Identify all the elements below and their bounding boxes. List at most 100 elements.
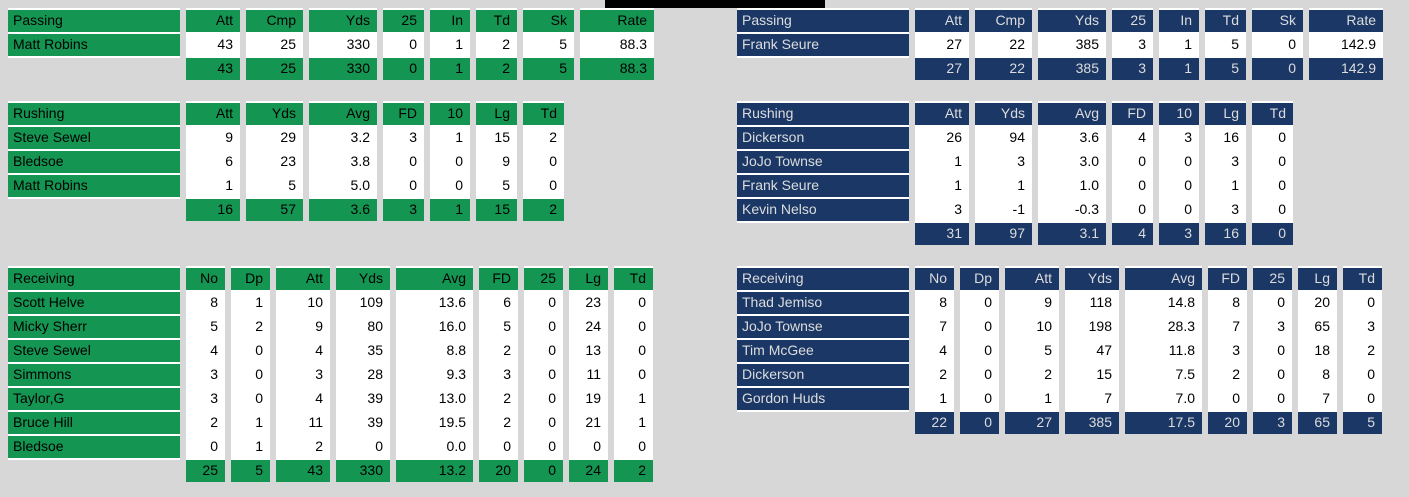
stat-value-cell: 39 [336,410,390,434]
total-value-cell: 1 [430,56,470,80]
stat-value-cell: 0 [231,386,270,410]
totals-spacer [737,221,909,245]
stat-value-cell: 19.5 [396,410,473,434]
column-header-lg: Lg [1298,266,1337,290]
passing-table-label: Passing [8,8,180,32]
stat-value-cell: 0 [479,434,518,458]
stat-value-cell: 0 [960,338,999,362]
stat-value-cell: 5 [1205,32,1246,56]
total-value-cell: 25 [246,56,303,80]
player-row: JoJo Townse 7 0 10 198 28.3 7 3 65 3 [737,314,1382,338]
stat-value-cell: 4 [186,338,225,362]
player-row: Taylor,G 3 0 4 39 13.0 2 0 19 1 [8,386,653,410]
stat-value-cell: 15 [1065,362,1119,386]
stat-value-cell: 3 [1112,32,1153,56]
stat-value-cell: 5 [523,32,574,56]
column-header-avg: Avg [1125,266,1202,290]
player-row: Bledsoe 6 23 3.8 0 0 9 0 [8,149,564,173]
stat-value-cell: 1 [430,125,470,149]
total-value-cell: 22 [915,410,954,434]
stat-value-cell: 1 [231,290,270,314]
player-name-cell: JoJo Townse [737,314,909,338]
stat-value-cell: 13.6 [396,290,473,314]
player-row: Dickerson 2 0 2 15 7.5 2 0 8 0 [737,362,1382,386]
total-value-cell: 2 [614,458,653,482]
stat-value-cell: 0 [960,362,999,386]
column-header-sk: Sk [1252,8,1303,32]
column-header-25: 25 [383,8,424,32]
stat-value-cell: 7 [1298,386,1337,410]
passing-table-right: Passing Att Cmp Yds 25 In Td Sk Rate Frank Seure 2… [737,8,1383,80]
stat-value-cell: 3 [276,362,330,386]
column-header-25: 25 [1253,266,1292,290]
column-header-yds: Yds [246,101,303,125]
stat-value-cell: 0 [523,173,564,197]
column-header-cmp: Cmp [975,8,1032,32]
total-value-cell: 65 [1298,410,1337,434]
stat-value-cell: 0 [524,386,563,410]
stat-value-cell: 0 [1343,362,1382,386]
column-header-td: Td [1343,266,1382,290]
stat-value-cell: 0 [614,434,653,458]
player-row: Frank Seure 1 1 1.0 0 0 1 0 [737,173,1293,197]
stat-value-cell: 5 [476,173,517,197]
totals-row: 27 22 385 3 1 5 0 142.9 [737,56,1383,80]
stat-value-cell: 0 [1343,290,1382,314]
rushing-header-row: Rushing Att Yds Avg FD 10 Lg Td [737,101,1293,125]
stat-value-cell: 11 [276,410,330,434]
receiving-table-label: Receiving [8,266,180,290]
stat-value-cell: 9 [476,149,517,173]
stat-value-cell: 1 [614,410,653,434]
stat-value-cell: 0 [1208,386,1247,410]
stat-value-cell: 0 [383,149,424,173]
stat-value-cell: 385 [1038,32,1106,56]
stat-value-cell: 88.3 [580,32,654,56]
stat-value-cell: 3 [1205,149,1246,173]
stat-value-cell: 0 [1112,173,1153,197]
total-value-cell: 24 [569,458,608,482]
stat-value-cell: 27 [915,32,969,56]
total-value-cell: 20 [1208,410,1247,434]
player-name-cell: Taylor,G [8,386,180,410]
receiving-header-row: Receiving No Dp Att Yds Avg FD 25 Lg Td [737,266,1382,290]
stat-value-cell: 8.8 [396,338,473,362]
stat-value-cell: 65 [1298,314,1337,338]
stat-value-cell: 2 [479,338,518,362]
passing-header-row: Passing Att Cmp Yds 25 In Td Sk Rate [8,8,654,32]
stat-value-cell: 5 [246,173,303,197]
column-header-10: 10 [430,101,470,125]
column-header-yds: Yds [975,101,1032,125]
total-value-cell: 27 [915,56,969,80]
stat-value-cell: -0.3 [1038,197,1106,221]
stat-value-cell: 3 [1205,197,1246,221]
player-row: Frank Seure 27 22 385 3 1 5 0 142.9 [737,32,1383,56]
stat-value-cell: 22 [975,32,1032,56]
total-value-cell: 5 [231,458,270,482]
column-header-no: No [915,266,954,290]
total-value-cell: 5 [523,56,574,80]
stat-value-cell: 35 [336,338,390,362]
column-header-dp: Dp [231,266,270,290]
total-value-cell: 2 [523,197,564,221]
total-value-cell: 4 [1112,221,1153,245]
column-header-td: Td [1205,8,1246,32]
column-header-yds: Yds [336,266,390,290]
column-header-avg: Avg [1038,101,1106,125]
total-value-cell: 16 [1205,221,1246,245]
stat-value-cell: 5 [1005,338,1059,362]
column-header-att: Att [276,266,330,290]
stat-value-cell: 0 [523,149,564,173]
stat-value-cell: 2 [479,386,518,410]
total-value-cell: 0 [1252,56,1303,80]
stat-value-cell: 0 [1253,386,1292,410]
total-value-cell: 1 [1159,56,1199,80]
column-header-yds: Yds [1065,266,1119,290]
column-header-25: 25 [524,266,563,290]
stat-value-cell: 8 [915,290,954,314]
column-header-yds: Yds [1038,8,1106,32]
stat-value-cell: 0 [960,386,999,410]
stat-value-cell: 0 [1343,386,1382,410]
total-value-cell: 385 [1065,410,1119,434]
player-name-cell: Bruce Hill [8,410,180,434]
total-value-cell: 88.3 [580,56,654,80]
